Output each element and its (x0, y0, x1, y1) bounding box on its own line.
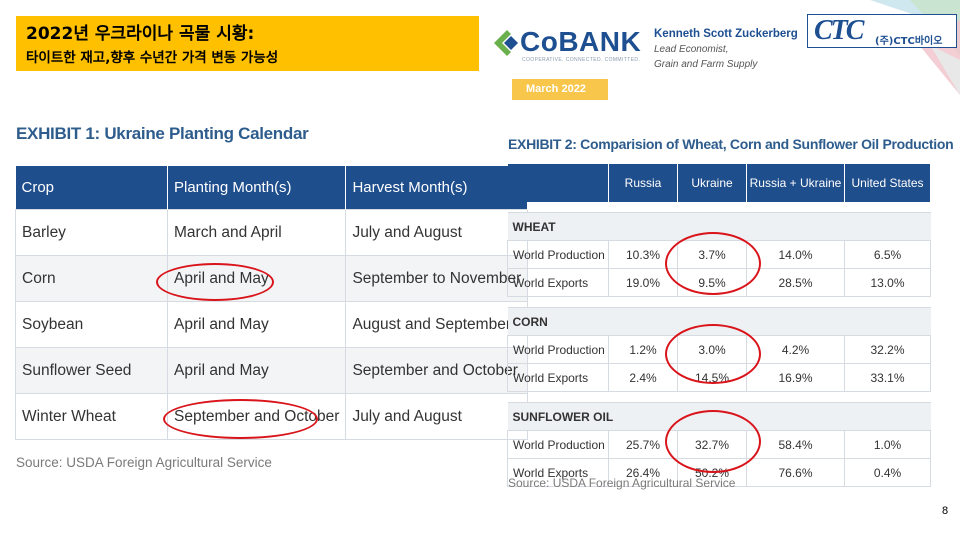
table-cell: 32.2% (844, 335, 931, 364)
date-badge: March 2022 (512, 79, 608, 100)
exhibit2-title: EXHIBIT 2: Comparision of Wheat, Corn an… (508, 136, 954, 152)
table-cell: April and May (166, 301, 347, 348)
cobank-tagline: COOPERATIVE. CONNECTED. COMMITTED. (522, 57, 641, 63)
column-header (507, 164, 609, 202)
table-cell: 19.0% (608, 268, 678, 297)
author-role-2: Grain and Farm Supply (654, 59, 758, 70)
column-header: Russia + Ukraine (746, 164, 845, 202)
table-cell: July and August (345, 393, 529, 440)
exhibit2-source: Source: USDA Foreign Agricultural Servic… (508, 476, 736, 490)
table-cell: Sunflower Seed (15, 347, 168, 394)
column-header: United States (844, 164, 931, 202)
table-header-row: Russia Ukraine Russia + Ukraine United S… (507, 164, 931, 202)
planting-calendar-table: Crop Planting Month(s) Harvest Month(s) … (15, 166, 529, 440)
highlight-circle (665, 232, 761, 295)
table-cell: Winter Wheat (15, 393, 168, 440)
table-cell: 14.0% (746, 240, 845, 269)
column-header: Crop (15, 166, 168, 210)
column-header: Ukraine (677, 164, 747, 202)
table-cell: March and April (166, 209, 347, 256)
title-box: 2022년 우크라이나 곡물 시황: 타이트한 재고,향후 수년간 가격 변동 … (16, 16, 479, 71)
highlight-circle (665, 324, 761, 384)
table-row: Sunflower Seed April and May September a… (15, 347, 529, 394)
table-cell: September and October (345, 347, 529, 394)
section-row: CORN (507, 307, 931, 336)
table-cell: April and May (166, 347, 347, 394)
section-label: CORN (507, 307, 931, 336)
table-cell: 28.5% (746, 268, 845, 297)
table-cell: 58.4% (746, 430, 845, 459)
column-header: Harvest Month(s) (345, 166, 529, 210)
table-row: Soybean April and May August and Septemb… (15, 301, 529, 348)
cobank-wordmark: CoBANK (520, 26, 642, 57)
highlight-circle (163, 399, 318, 439)
exhibit1-source: Source: USDA Foreign Agricultural Servic… (16, 455, 272, 470)
table-cell: 76.6% (746, 458, 845, 487)
row-label: World Exports (507, 363, 609, 392)
cobank-mark-icon (494, 30, 518, 56)
highlight-circle (156, 263, 274, 301)
row-label: World Exports (507, 458, 609, 487)
author-name: Kenneth Scott Zuckerberg (654, 28, 798, 40)
page-number: 8 (942, 505, 949, 517)
table-cell: 6.5% (844, 240, 931, 269)
row-label: World Exports (507, 268, 609, 297)
slide-title: 2022년 우크라이나 곡물 시황: (26, 24, 255, 44)
table-cell: 1.0% (844, 430, 931, 459)
author-info: Kenneth Scott Zuckerberg Lead Economist,… (654, 27, 798, 72)
table-cell: August and September (345, 301, 529, 348)
ctc-mark: CTC (814, 15, 864, 46)
table-cell: 13.0% (844, 268, 931, 297)
table-cell: July and August (345, 209, 529, 256)
slide-subtitle: 타이트한 재고,향후 수년간 가격 변동 가능성 (26, 50, 279, 66)
highlight-circle (665, 410, 761, 473)
author-role: Lead Economist, (654, 44, 729, 55)
table-row: Barley March and April July and August (15, 209, 529, 256)
table-cell: Corn (15, 255, 168, 302)
row-label: World Production (507, 430, 609, 459)
column-header: Planting Month(s) (167, 166, 347, 210)
table-cell: 0.4% (844, 458, 931, 487)
table-cell: 33.1% (844, 363, 931, 392)
table-cell: 16.9% (746, 363, 845, 392)
row-label: World Production (507, 240, 609, 269)
table-cell: 26.4% (608, 458, 678, 487)
table-header-row: Crop Planting Month(s) Harvest Month(s) (15, 166, 529, 210)
table-cell: September to November (345, 255, 529, 302)
ctc-company-name: (주)CTC바이오 (875, 36, 943, 47)
table-cell: 2.4% (608, 363, 678, 392)
cobank-logo: CoBANK COOPERATIVE. CONNECTED. COMMITTED… (494, 26, 641, 66)
table-cell: 4.2% (746, 335, 845, 364)
table-cell: Soybean (15, 301, 168, 348)
ctc-logo: CTC (주)CTC바이오 (807, 14, 957, 48)
row-label: World Production (507, 335, 609, 364)
table-cell: Barley (15, 209, 168, 256)
exhibit1-title: EXHIBIT 1: Ukraine Planting Calendar (16, 124, 309, 143)
column-header: Russia (608, 164, 678, 202)
